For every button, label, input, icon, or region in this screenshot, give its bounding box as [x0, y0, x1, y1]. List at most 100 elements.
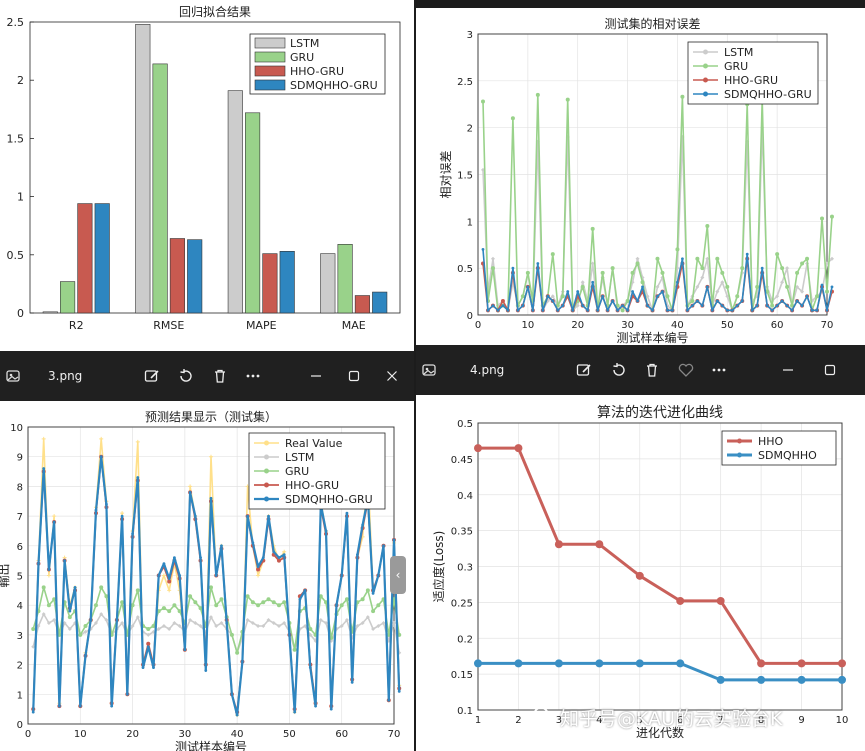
data-point [596, 308, 600, 312]
data-point [99, 585, 104, 590]
data-point [219, 597, 224, 602]
data-point [308, 666, 312, 669]
data-point [740, 266, 745, 271]
bar-gru [245, 112, 261, 314]
data-point [314, 704, 317, 708]
x-tick-label: 9 [798, 715, 804, 726]
next-image-handle[interactable]: ‹ [390, 556, 406, 594]
data-point [586, 308, 590, 312]
more-icon[interactable] [709, 360, 729, 380]
maximize-icon[interactable] [344, 366, 364, 386]
data-point [104, 618, 109, 623]
data-point [135, 588, 140, 593]
data-point [715, 299, 719, 303]
data-point [636, 299, 639, 303]
y-tick-label: 0.1 [457, 706, 473, 717]
bar-gru [152, 63, 168, 314]
legend-marker [703, 49, 708, 55]
data-point [665, 294, 670, 299]
data-point [193, 621, 198, 626]
series-sdmqhho [474, 659, 846, 684]
data-point [675, 247, 680, 252]
data-point [626, 308, 629, 312]
data-point [611, 299, 615, 303]
bar-lstm [42, 311, 58, 314]
delete-icon[interactable] [210, 366, 230, 386]
data-point [795, 270, 800, 275]
plot-frame [477, 422, 843, 711]
legend-marker [264, 468, 269, 474]
data-point [344, 597, 349, 602]
data-point [350, 681, 354, 684]
data-point [188, 484, 193, 489]
data-point [115, 618, 119, 622]
favorite-heart-icon[interactable] [676, 360, 696, 380]
data-point [815, 294, 820, 299]
maximize-icon[interactable] [820, 360, 840, 380]
data-point [172, 603, 177, 608]
data-point [616, 308, 619, 312]
data-point [770, 308, 774, 312]
data-point [93, 621, 98, 626]
legend-label: SDMQHHO-GRU [290, 79, 378, 92]
x-tick-label: 0 [475, 320, 481, 331]
data-point [825, 289, 829, 294]
data-point [272, 550, 276, 554]
data-point [695, 299, 699, 303]
minimize-icon[interactable] [306, 366, 326, 386]
data-point [172, 621, 177, 626]
legend-label: GRU [724, 60, 748, 73]
close-icon[interactable] [382, 366, 402, 386]
x-tick-label: 40 [231, 729, 244, 740]
data-point [720, 280, 725, 285]
data-point [795, 299, 799, 303]
data-point [491, 304, 495, 308]
data-point [36, 623, 41, 628]
data-point [535, 92, 540, 97]
y-tick-label: 10 [10, 423, 23, 434]
more-icon[interactable] [243, 366, 263, 386]
rotate-icon[interactable] [176, 366, 196, 386]
data-point [621, 304, 624, 308]
data-point [339, 623, 344, 628]
data-point [392, 538, 396, 542]
data-point [725, 308, 729, 312]
minimize-icon[interactable] [778, 360, 798, 380]
data-point [531, 308, 535, 312]
data-point [298, 597, 302, 601]
edit-image-icon[interactable] [574, 360, 594, 380]
data-point [120, 621, 125, 626]
data-point [173, 556, 176, 560]
data-point [188, 490, 192, 494]
data-point [167, 626, 172, 631]
data-point [797, 675, 806, 684]
data-point [720, 304, 724, 308]
edit-image-icon[interactable] [142, 366, 162, 386]
data-point [705, 256, 710, 261]
file-name: 3.png [48, 369, 83, 383]
data-point [41, 436, 46, 441]
data-point [245, 594, 250, 599]
data-point [46, 573, 51, 578]
data-point [550, 294, 555, 299]
rotate-icon[interactable] [609, 360, 629, 380]
data-point [52, 514, 57, 519]
data-point [511, 266, 515, 270]
legend-label: HHO-GRU [724, 74, 778, 87]
data-point [690, 298, 695, 303]
data-point [775, 294, 780, 299]
delete-icon[interactable] [642, 360, 662, 380]
data-point [177, 609, 182, 614]
data-point [700, 304, 704, 308]
data-point [99, 436, 104, 441]
data-point [695, 284, 700, 289]
data-point [104, 594, 109, 599]
data-point [560, 294, 565, 299]
data-point [256, 603, 261, 608]
data-point [344, 618, 349, 623]
x-tick-label: 70 [388, 729, 401, 740]
data-point [680, 94, 685, 99]
y-tick-label: 1.5 [7, 132, 25, 145]
data-point [715, 256, 720, 261]
data-point [214, 623, 219, 628]
